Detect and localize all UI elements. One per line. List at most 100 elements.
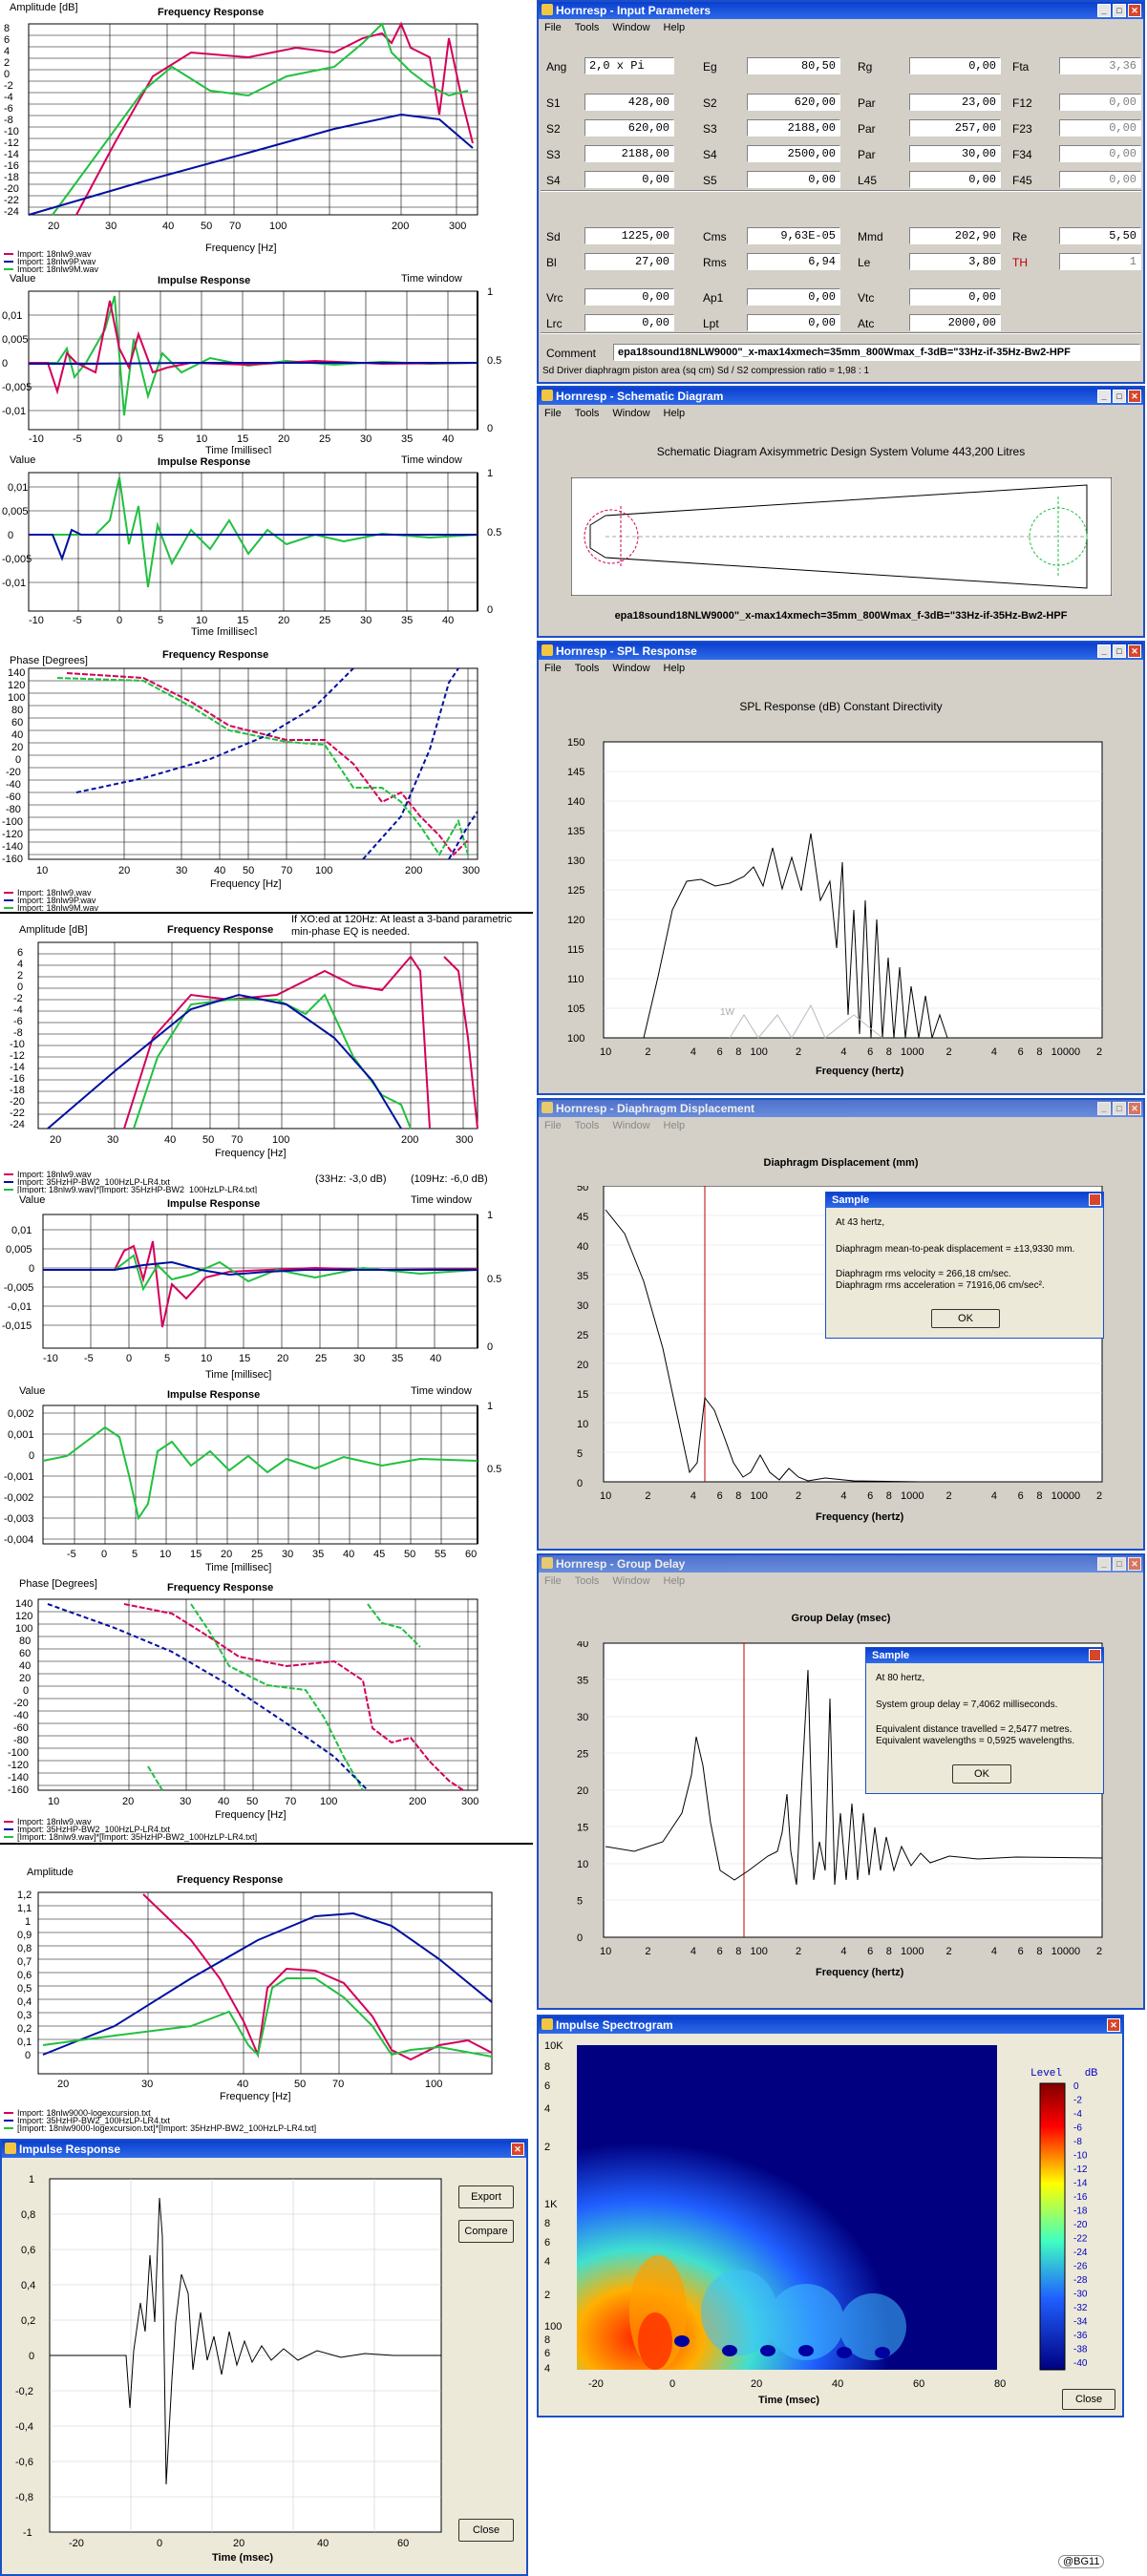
title-bar[interactable]: Hornresp - Diaphragm Displacement _ □ ✕ (539, 1100, 1143, 1117)
menu-file[interactable]: File (544, 663, 562, 674)
param-field[interactable]: 428,00 (584, 94, 674, 111)
param-field[interactable]: 3,36 (1059, 57, 1141, 74)
close-button[interactable]: Close (1062, 2389, 1115, 2410)
param-field[interactable]: 0,00 (1059, 171, 1141, 188)
menu-file[interactable]: File (544, 408, 562, 419)
tick-label: 2 (945, 1046, 951, 1058)
param-field[interactable]: 30,00 (909, 145, 1001, 162)
title-bar[interactable]: Hornresp - Input Parameters _ □ ✕ (539, 2, 1143, 19)
sample-dialog[interactable]: Sample At 43 hertz, Diaphragm mean-to-pe… (825, 1192, 1104, 1339)
param-field[interactable]: 1225,00 (584, 227, 674, 244)
param-field[interactable]: 0,00 (747, 171, 840, 188)
menu-tools[interactable]: Tools (574, 408, 600, 419)
param-field[interactable]: 0,00 (1059, 119, 1141, 137)
group-delay-window[interactable]: Hornresp - Group Delay _ □ ✕ File Tools Windo… (537, 1553, 1145, 2010)
menu-window[interactable]: Window (612, 663, 650, 674)
impulse-response-window[interactable]: Impulse Response ✕ 1 0,8 0,6 0,4 0,2 0 -0,2 -0,4… (0, 2139, 528, 2576)
param-field[interactable]: 2188,00 (584, 145, 674, 162)
close-icon[interactable] (1089, 1649, 1101, 1661)
menu-file[interactable]: File (544, 1120, 562, 1131)
comment-field[interactable]: epa18sound18NLW9000"_x-max14xmech=35mm_8… (613, 344, 1140, 361)
close-icon[interactable]: ✕ (1107, 2018, 1120, 2032)
close-icon[interactable]: ✕ (1128, 4, 1141, 17)
param-field[interactable]: 202,90 (909, 227, 1001, 244)
param-field[interactable]: 0,00 (584, 288, 674, 306)
param-field[interactable]: 0,00 (909, 57, 1001, 74)
close-icon[interactable]: ✕ (1128, 644, 1141, 658)
schematic-diagram-window[interactable]: Hornresp - Schematic Diagram _ □ ✕ File Tool… (537, 386, 1145, 638)
compare-button[interactable]: Compare (458, 2220, 514, 2243)
param-field[interactable]: 0,00 (584, 314, 674, 331)
param-field[interactable]: 0,00 (584, 171, 674, 188)
maximize-icon[interactable]: □ (1113, 1557, 1126, 1571)
title-bar[interactable]: Impulse Response ✕ (2, 2141, 526, 2158)
dialog-title-bar[interactable]: Sample (826, 1193, 1103, 1208)
ok-button[interactable]: OK (931, 1309, 1000, 1328)
param-field[interactable]: 2500,00 (747, 145, 840, 162)
title-bar[interactable]: Hornresp - Group Delay _ □ ✕ (539, 1555, 1143, 1573)
export-button[interactable]: Export (458, 2185, 514, 2208)
minimize-icon[interactable]: _ (1097, 644, 1111, 658)
title-bar[interactable]: Hornresp - SPL Response _ □ ✕ (539, 643, 1143, 660)
impulse-spectrogram-window[interactable]: Impulse Spectrogram ✕ 10K 8 6 4 2 1K 8 6 4 2 100 8 6 4… (537, 2015, 1124, 2418)
menu-file[interactable]: File (544, 1575, 562, 1587)
maximize-icon[interactable]: □ (1113, 1102, 1126, 1115)
menu-window[interactable]: Window (612, 22, 650, 33)
close-icon[interactable]: ✕ (1128, 1102, 1141, 1115)
minimize-icon[interactable]: _ (1097, 4, 1111, 17)
title-bar[interactable]: Impulse Spectrogram ✕ (539, 2016, 1122, 2034)
close-icon[interactable]: ✕ (1128, 1557, 1141, 1571)
close-icon[interactable]: ✕ (1128, 390, 1141, 403)
param-field[interactable]: 1 (1059, 253, 1141, 270)
maximize-icon[interactable]: □ (1113, 644, 1126, 658)
maximize-icon[interactable]: □ (1113, 4, 1126, 17)
param-field[interactable]: 2188,00 (747, 119, 840, 137)
param-field[interactable]: 23,00 (909, 94, 1001, 111)
menu-window[interactable]: Window (612, 1120, 650, 1131)
param-field[interactable]: 620,00 (747, 94, 840, 111)
menu-tools[interactable]: Tools (574, 1575, 600, 1587)
minimize-icon[interactable]: _ (1097, 1102, 1111, 1115)
close-icon[interactable] (1089, 1193, 1101, 1206)
close-icon[interactable]: ✕ (511, 2143, 524, 2156)
menu-help[interactable]: Help (663, 22, 686, 33)
spl-response-window[interactable]: Hornresp - SPL Response _ □ ✕ File Tools Wind… (537, 641, 1145, 1095)
menu-help[interactable]: Help (663, 663, 686, 674)
param-field[interactable]: 0,00 (909, 171, 1001, 188)
param-field[interactable]: 5,50 (1059, 227, 1141, 244)
minimize-icon[interactable]: _ (1097, 1557, 1111, 1571)
param-field[interactable]: 27,00 (584, 253, 674, 270)
title-bar[interactable]: Hornresp - Schematic Diagram _ □ ✕ (539, 388, 1143, 405)
maximize-icon[interactable]: □ (1113, 390, 1126, 403)
param-field[interactable]: 620,00 (584, 119, 674, 137)
menu-tools[interactable]: Tools (574, 22, 600, 33)
param-field[interactable]: 0,00 (1059, 94, 1141, 111)
menu-tools[interactable]: Tools (574, 663, 600, 674)
param-field[interactable]: 0,00 (747, 314, 840, 331)
dialog-title-bar[interactable]: Sample (866, 1648, 1103, 1663)
sample-dialog[interactable]: Sample At 80 hertz, System group delay =… (865, 1647, 1104, 1794)
ok-button[interactable]: OK (952, 1764, 1011, 1784)
param-field[interactable]: 0,00 (747, 288, 840, 306)
close-button[interactable]: Close (458, 2519, 514, 2542)
param-field[interactable]: 9,63E-05 (747, 227, 840, 244)
param-field[interactable]: 0,00 (1059, 145, 1141, 162)
menu-tools[interactable]: Tools (574, 1120, 600, 1131)
menu-help[interactable]: Help (663, 408, 686, 419)
param-field[interactable]: 2000,00 (909, 314, 1001, 331)
menu-help[interactable]: Help (663, 1120, 686, 1131)
param-field[interactable]: 257,00 (909, 119, 1001, 137)
input-parameters-window[interactable]: Hornresp - Input Parameters _ □ ✕ File Tools… (537, 0, 1145, 384)
diaphragm-displacement-window[interactable]: Hornresp - Diaphragm Displacement _ □ ✕ Fil… (537, 1098, 1145, 1551)
param-field[interactable]: 3,80 (909, 253, 1001, 270)
param-field[interactable]: 0,00 (909, 288, 1001, 306)
svg-text:0,001: 0,001 (8, 1429, 34, 1441)
menu-help[interactable]: Help (663, 1575, 686, 1587)
minimize-icon[interactable]: _ (1097, 390, 1111, 403)
param-field[interactable]: 80,50 (747, 57, 840, 74)
param-field[interactable]: 2,0 x Pi (584, 57, 674, 74)
param-field[interactable]: 6,94 (747, 253, 840, 270)
menu-file[interactable]: File (544, 22, 562, 33)
menu-window[interactable]: Window (612, 1575, 650, 1587)
menu-window[interactable]: Window (612, 408, 650, 419)
